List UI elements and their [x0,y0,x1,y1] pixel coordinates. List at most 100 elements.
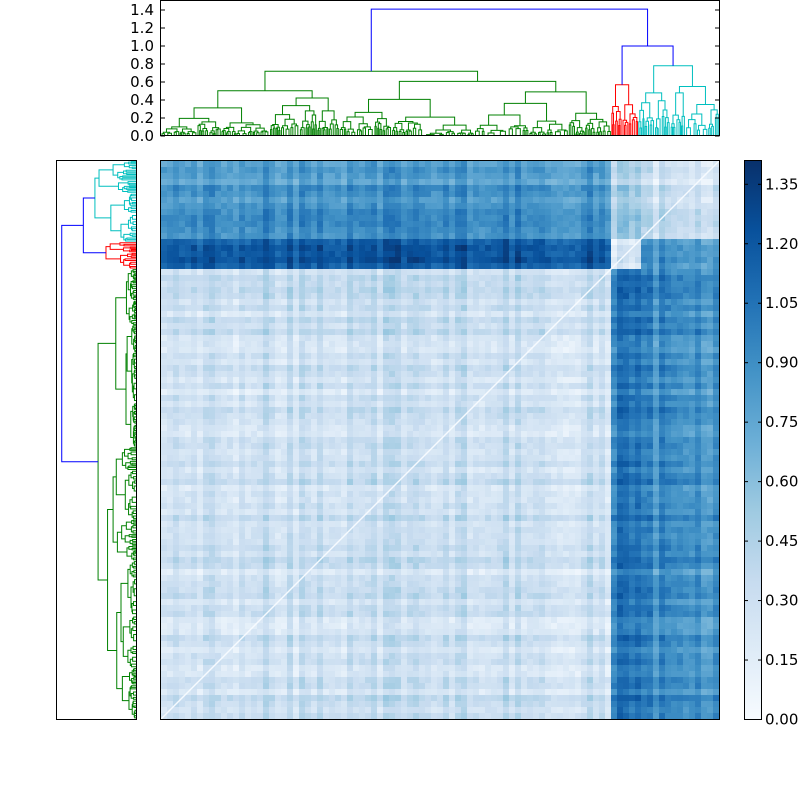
heatmap-cell [329,185,336,192]
heatmap-cell [239,281,246,288]
top-cluster-link [671,123,675,128]
heatmap-cell [407,443,414,450]
heatmap-cell [563,323,570,330]
heatmap-cell [263,305,270,312]
heatmap-cell [365,305,372,312]
top-cluster-link [603,125,610,132]
heatmap-cell [275,377,282,384]
heatmap-cell [557,287,564,294]
heatmap-cell [317,275,324,282]
heatmap-cell [569,407,576,414]
heatmap-cell [437,251,444,258]
top-cluster-link [665,117,669,128]
heatmap-cell [359,173,366,180]
heatmap-cell [677,359,684,366]
heatmap-cell [533,281,540,288]
heatmap-cell [215,275,222,282]
heatmap-cell [677,239,684,246]
top-cluster-link [599,131,602,136]
heatmap-cell [437,227,444,234]
heatmap-cell [611,407,618,414]
heatmap-cell [323,323,330,330]
heatmap-cell [281,215,288,222]
top-cluster-link [510,126,519,129]
heatmap-cell [671,365,678,372]
heatmap-cell [215,191,222,198]
heatmap-cell [647,401,654,408]
heatmap-cell [419,227,426,234]
heatmap-cell [521,239,528,246]
heatmap-cell [203,233,210,240]
heatmap-cell [341,251,348,258]
heatmap-cell [251,395,258,402]
heatmap-cell [509,395,516,402]
heatmap-cell [281,257,288,264]
heatmap-cell [611,311,618,318]
heatmap-cell [227,191,234,198]
heatmap-cell [251,347,258,354]
heatmap-cell [515,221,522,228]
heatmap-cell [335,341,342,348]
heatmap-cell [701,359,708,366]
heatmap-cell [575,269,582,276]
top-cluster-link [522,130,526,136]
heatmap-cell [245,413,252,420]
heatmap-cell [629,257,636,264]
heatmap-cell [167,359,174,366]
heatmap-cell [179,401,186,408]
heatmap-cell [419,293,426,300]
heatmap-cell [269,335,276,342]
heatmap-cell [695,383,702,390]
heatmap-cell [413,329,420,336]
heatmap-cell [401,197,408,204]
heatmap-cell [689,269,696,276]
heatmap-cell [533,335,540,342]
left-cluster-link [130,209,136,213]
heatmap-cell [341,299,348,306]
heatmap-cell [695,353,702,360]
heatmap-cell [443,329,450,336]
heatmap-cell [689,341,696,348]
left-cluster-link [127,649,132,663]
heatmap-cell [659,239,666,246]
heatmap-cell [533,425,540,432]
heatmap-cell [275,311,282,318]
heatmap-cell [389,305,396,312]
heatmap-cell [167,173,174,180]
heatmap-cell [611,401,618,408]
heatmap-cell [635,377,642,384]
heatmap-cell [707,389,714,396]
heatmap-cell [257,281,264,288]
heatmap-cell [245,239,252,246]
heatmap-cell [569,293,576,300]
heatmap-cell [617,305,624,312]
heatmap-cell [569,431,576,438]
top-cluster-link [225,126,235,132]
heatmap-cell [527,209,534,216]
heatmap-cell [707,263,714,270]
heatmap-cell [527,197,534,204]
heatmap-cell [587,239,594,246]
top-cluster-link [368,98,431,118]
heatmap-cell [527,365,534,372]
heatmap-cell [605,203,612,210]
heatmap-cell [503,425,510,432]
heatmap-cell [683,407,690,414]
heatmap-cell [233,347,240,354]
heatmap-cell [407,269,414,276]
heatmap-cell [503,263,510,270]
heatmap-cell [647,341,654,348]
heatmap-cell [569,173,576,180]
top-cluster-link [596,131,599,136]
heatmap-cell [203,371,210,378]
heatmap-cell [653,191,660,198]
top-cluster-link [476,128,484,132]
heatmap-cell [221,215,228,222]
heatmap-cell [245,269,252,276]
heatmap-cell [581,233,588,240]
heatmap-cell [521,371,528,378]
heatmap-cell [551,419,558,426]
heatmap-cell [167,269,174,276]
heatmap-cell [563,389,570,396]
heatmap-cell [245,359,252,366]
